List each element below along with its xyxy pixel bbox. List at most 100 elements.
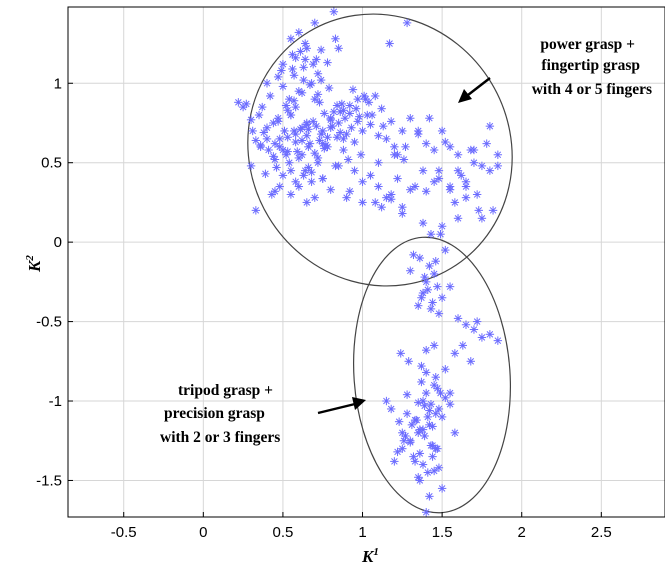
- data-point: [291, 53, 300, 63]
- data-point: [336, 128, 345, 137]
- data-point: [404, 357, 413, 366]
- data-point: [301, 166, 310, 175]
- data-point: [445, 282, 455, 291]
- data-point: [281, 101, 291, 110]
- data-point: [285, 158, 294, 167]
- data-point: [264, 145, 273, 155]
- data-point: [366, 120, 375, 129]
- data-point: [453, 150, 463, 159]
- data-point: [393, 447, 402, 457]
- data-point: [248, 126, 257, 136]
- data-point: [418, 425, 428, 434]
- lower-annotation-line-1: tripod grasp +: [178, 382, 273, 399]
- data-points: [234, 7, 503, 517]
- data-point: [414, 301, 423, 310]
- data-point: [386, 117, 396, 126]
- data-point: [450, 198, 460, 207]
- data-point: [288, 64, 297, 74]
- data-point: [422, 139, 431, 148]
- upper-cluster-ellipse: [247, 13, 513, 287]
- data-point: [278, 171, 288, 180]
- lower-annotation-arrow-shaft: [317, 402, 356, 415]
- data-point: [234, 98, 243, 107]
- data-point: [390, 150, 399, 159]
- data-point: [331, 34, 340, 43]
- y-axis-label: K2: [24, 255, 44, 273]
- data-point: [431, 444, 440, 453]
- data-point: [358, 198, 367, 207]
- data-point: [294, 28, 304, 37]
- data-point: [291, 102, 300, 112]
- data-point: [437, 222, 447, 231]
- data-point: [350, 166, 359, 175]
- x-tick-label: 1: [358, 524, 366, 541]
- data-point: [488, 206, 498, 215]
- data-point: [313, 69, 323, 78]
- lower-cluster-ellipse: [352, 236, 512, 514]
- data-point: [277, 66, 286, 75]
- data-point: [342, 193, 351, 202]
- data-point: [485, 330, 495, 339]
- data-point: [334, 118, 343, 128]
- x-tick-label: 0: [199, 524, 207, 541]
- data-point: [323, 58, 332, 67]
- upper-cluster-annotation: power grasp + fingertip grasp with 4 or …: [458, 36, 652, 103]
- data-point: [261, 169, 270, 179]
- data-point: [336, 107, 345, 117]
- data-point: [434, 463, 444, 472]
- data-point: [307, 168, 316, 177]
- data-point: [262, 134, 272, 144]
- data-point: [414, 129, 423, 139]
- data-point: [339, 145, 348, 155]
- data-point: [426, 399, 436, 409]
- data-point: [414, 473, 423, 482]
- data-point: [351, 104, 361, 113]
- data-point: [280, 126, 289, 136]
- data-point: [402, 409, 412, 418]
- data-point: [423, 412, 432, 422]
- data-point: [477, 161, 487, 171]
- data-point: [308, 117, 318, 126]
- data-point: [393, 174, 402, 183]
- data-point: [286, 34, 296, 43]
- data-point: [374, 131, 383, 140]
- data-point: [382, 396, 391, 406]
- data-point: [379, 121, 388, 131]
- data-point: [445, 399, 455, 409]
- data-point: [310, 193, 319, 202]
- upper-annotation-arrowhead: [458, 89, 472, 103]
- data-point: [289, 126, 299, 136]
- data-point: [399, 155, 409, 164]
- data-point: [270, 139, 280, 148]
- data-point: [398, 428, 407, 437]
- data-point: [431, 372, 440, 382]
- data-point: [386, 195, 396, 204]
- data-point: [407, 420, 417, 430]
- data-point: [406, 114, 415, 123]
- data-point: [410, 182, 420, 191]
- data-point: [457, 171, 466, 180]
- data-point: [415, 449, 425, 458]
- upper-annotation-line-2: fingertip grasp: [541, 57, 640, 74]
- data-point: [302, 44, 311, 53]
- data-point: [398, 202, 407, 212]
- data-point: [297, 136, 307, 145]
- data-point: [385, 39, 394, 48]
- data-point: [485, 121, 495, 131]
- y-tick-label: -1.5: [36, 472, 62, 489]
- data-point: [343, 155, 353, 164]
- lower-annotation-arrowhead: [352, 397, 366, 410]
- x-axis-label: K1: [361, 546, 379, 566]
- data-point: [382, 134, 391, 144]
- upper-annotation-line-1: power grasp +: [540, 36, 635, 53]
- data-point: [466, 357, 475, 366]
- data-point: [402, 18, 412, 28]
- data-point: [493, 161, 503, 171]
- data-point: [251, 206, 261, 215]
- y-tick-label: 0: [54, 234, 62, 251]
- data-point: [433, 384, 442, 393]
- data-point: [313, 90, 323, 99]
- data-point: [377, 202, 386, 212]
- data-point: [286, 166, 296, 175]
- data-point: [417, 293, 426, 302]
